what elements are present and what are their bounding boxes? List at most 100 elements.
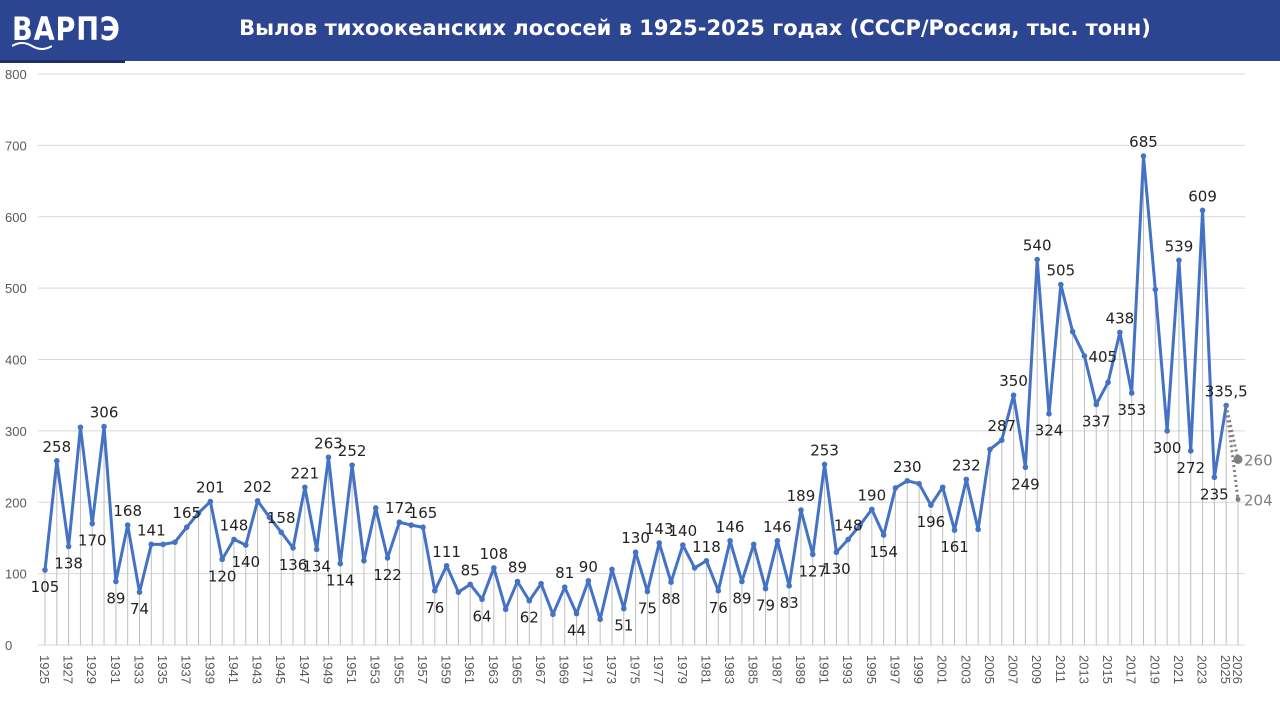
data-label: 300 <box>1153 439 1182 457</box>
x-tick-label: 1971 <box>580 655 595 684</box>
x-tick-label: 1935 <box>155 655 170 684</box>
y-tick-label: 600 <box>5 210 27 225</box>
data-label: 89 <box>106 589 125 607</box>
data-point <box>337 560 344 567</box>
data-label: 138 <box>54 555 83 573</box>
data-point <box>467 581 474 588</box>
data-point <box>1105 379 1111 386</box>
x-tick-label: 1937 <box>179 655 194 684</box>
data-label: 232 <box>952 456 981 474</box>
data-point <box>1140 153 1147 159</box>
x-tick-label: 1943 <box>250 655 265 684</box>
data-label: 609 <box>1188 187 1217 205</box>
data-label: 505 <box>1047 262 1076 280</box>
data-point <box>869 506 875 513</box>
data-label: 83 <box>780 594 799 612</box>
data-label: 189 <box>787 487 816 505</box>
data-label: 89 <box>732 589 751 607</box>
y-tick-label: 700 <box>5 138 27 153</box>
data-point <box>101 423 107 430</box>
data-point <box>916 480 922 487</box>
data-label: 258 <box>42 438 71 456</box>
data-point <box>148 541 155 548</box>
data-point <box>526 597 533 604</box>
x-tick-label: 1949 <box>320 655 335 684</box>
data-point <box>160 541 166 548</box>
data-point <box>538 580 544 587</box>
data-label: 127 <box>798 562 827 580</box>
data-label: 76 <box>709 599 728 617</box>
data-label: 89 <box>508 558 527 576</box>
data-point <box>302 484 308 491</box>
forecast-point <box>1235 496 1241 502</box>
data-label: 51 <box>614 617 633 635</box>
data-point <box>998 437 1005 443</box>
data-point <box>514 578 521 585</box>
data-label: 540 <box>1023 237 1052 255</box>
forecast-label: 260 <box>1244 451 1273 469</box>
data-label: 85 <box>461 561 480 579</box>
data-point <box>1199 207 1206 214</box>
x-tick-label: 2009 <box>1029 655 1044 684</box>
data-point <box>703 557 710 564</box>
data-label: 130 <box>822 560 851 578</box>
data-point <box>1164 428 1170 434</box>
data-label: 108 <box>480 545 509 563</box>
data-point <box>54 458 60 464</box>
chart-title: Вылов тихоокеанских лососей в 1925-2025 … <box>239 16 1151 40</box>
x-tick-label: 1961 <box>462 655 477 684</box>
data-label: 221 <box>291 464 320 482</box>
x-tick-label: 1931 <box>108 655 123 684</box>
x-tick-label: 2017 <box>1124 655 1139 684</box>
data-label: 190 <box>858 486 887 504</box>
x-tick-label: 1997 <box>887 655 902 684</box>
data-point <box>1117 329 1123 336</box>
data-point <box>1093 401 1100 408</box>
data-point <box>89 520 96 527</box>
data-point <box>597 616 603 623</box>
data-label: 148 <box>220 516 249 534</box>
x-tick-label: 1927 <box>61 655 76 684</box>
data-label: 306 <box>90 404 119 422</box>
logo-wave-icon <box>12 42 52 50</box>
x-tick-label: 1945 <box>273 655 288 684</box>
data-point <box>809 551 816 558</box>
data-point <box>1010 392 1017 398</box>
data-label: 118 <box>692 538 721 556</box>
data-label: 335,5 <box>1205 383 1248 401</box>
data-label: 158 <box>267 509 296 527</box>
data-label: 134 <box>302 557 331 575</box>
y-tick-label: 0 <box>5 638 12 653</box>
data-point <box>113 578 119 585</box>
data-point <box>632 549 639 556</box>
x-tick-label: 2011 <box>1053 655 1068 683</box>
y-tick-label: 300 <box>5 424 27 439</box>
x-tick-label: 1993 <box>840 655 855 684</box>
data-label: 161 <box>940 538 969 556</box>
data-label: 90 <box>579 558 598 576</box>
y-tick-label: 100 <box>5 567 27 582</box>
data-label: 235 <box>1200 485 1229 503</box>
data-point <box>361 557 367 564</box>
data-label: 337 <box>1082 412 1111 430</box>
data-point <box>750 541 757 548</box>
data-point <box>254 498 261 504</box>
data-point <box>77 424 84 431</box>
data-point <box>928 502 934 508</box>
data-point <box>313 546 320 553</box>
x-tick-label: 1965 <box>509 655 524 684</box>
x-tick-label: 2013 <box>1076 655 1091 684</box>
data-point <box>798 507 804 513</box>
logo: ВАРПЭ <box>12 10 121 48</box>
data-point <box>408 522 414 528</box>
x-tick-label: 2005 <box>982 655 997 684</box>
data-point <box>1152 286 1159 293</box>
data-label: 130 <box>621 529 650 547</box>
data-point <box>384 555 391 561</box>
data-point <box>739 578 745 585</box>
data-point <box>65 543 72 550</box>
data-label: 196 <box>917 513 946 531</box>
data-point <box>715 587 722 594</box>
x-tick-label: 1979 <box>675 655 690 684</box>
data-point <box>609 566 615 573</box>
